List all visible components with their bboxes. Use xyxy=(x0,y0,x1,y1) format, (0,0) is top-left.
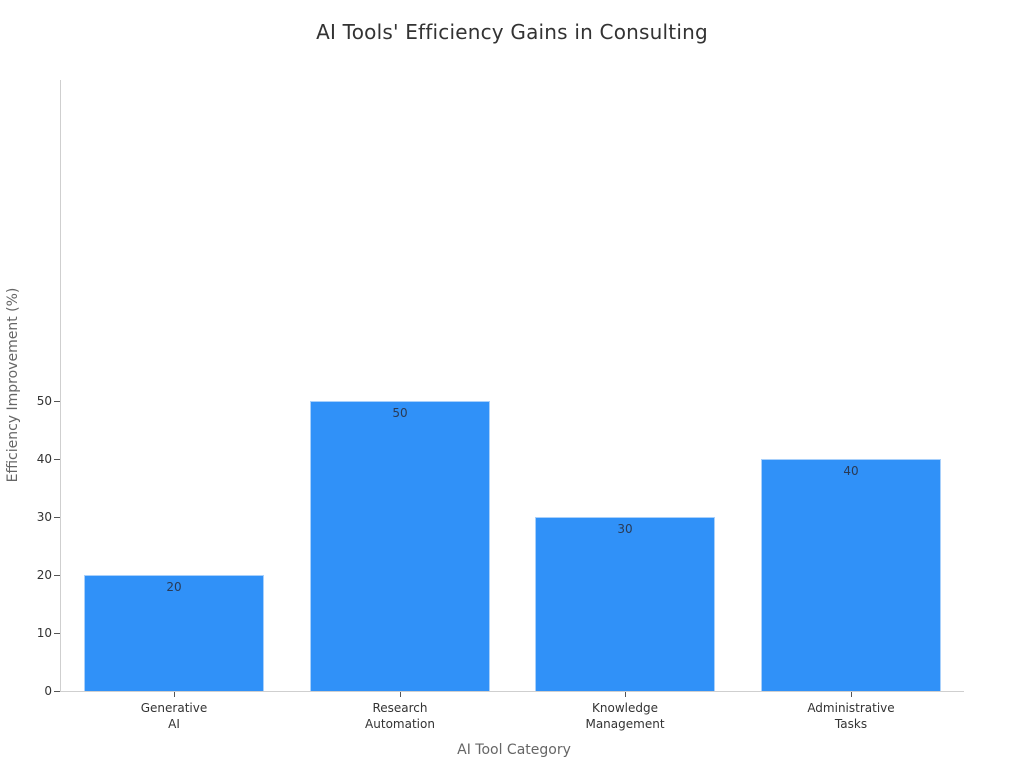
x-tick xyxy=(400,692,401,697)
y-tick xyxy=(54,459,60,460)
x-tick-label-line: Management xyxy=(585,717,665,731)
x-tick-label-line: Administrative xyxy=(807,701,895,715)
y-tick-label: 20 xyxy=(36,567,52,582)
x-tick-label: Research Automation xyxy=(320,700,480,732)
x-axis-line xyxy=(60,691,964,692)
y-tick-label: 30 xyxy=(36,509,52,524)
x-tick xyxy=(174,692,175,697)
bar-generative-ai: 20 xyxy=(84,575,264,691)
y-tick-label: 50 xyxy=(36,393,52,408)
x-tick-label: Administrative Tasks xyxy=(771,700,931,732)
x-tick-label: Knowledge Management xyxy=(545,700,705,732)
y-tick-label: 0 xyxy=(44,684,52,698)
y-tick xyxy=(54,575,60,576)
bar-value-label: 50 xyxy=(392,406,408,420)
x-tick-label-line: Automation xyxy=(365,717,435,731)
y-axis-line xyxy=(60,80,61,692)
x-tick xyxy=(625,692,626,697)
bar-knowledge-management: 30 xyxy=(535,517,715,691)
x-tick xyxy=(851,692,852,697)
y-tick xyxy=(54,401,60,402)
chart-title: AI Tools' Efficiency Gains in Consulting xyxy=(316,20,708,44)
x-tick-label: Generative AI xyxy=(94,700,254,732)
x-tick-label-line: Knowledge xyxy=(592,701,658,715)
x-tick-label-line: Research xyxy=(372,701,428,715)
bar-value-label: 30 xyxy=(617,522,633,536)
x-tick-label-line: Generative xyxy=(140,701,208,715)
y-tick xyxy=(54,517,60,518)
bar-research-automation: 50 xyxy=(310,401,490,691)
y-tick xyxy=(54,633,60,634)
x-tick-label-line: AI xyxy=(168,717,180,731)
bar-administrative-tasks: 40 xyxy=(761,459,941,691)
bar-value-label: 40 xyxy=(843,464,859,478)
bar-value-label: 20 xyxy=(166,580,182,594)
x-tick-label-line: Tasks xyxy=(834,717,868,731)
y-tick-label: 10 xyxy=(36,625,52,640)
x-axis-title: AI Tool Category xyxy=(457,742,571,758)
y-tick xyxy=(54,691,60,692)
y-tick-label: 40 xyxy=(36,451,52,466)
